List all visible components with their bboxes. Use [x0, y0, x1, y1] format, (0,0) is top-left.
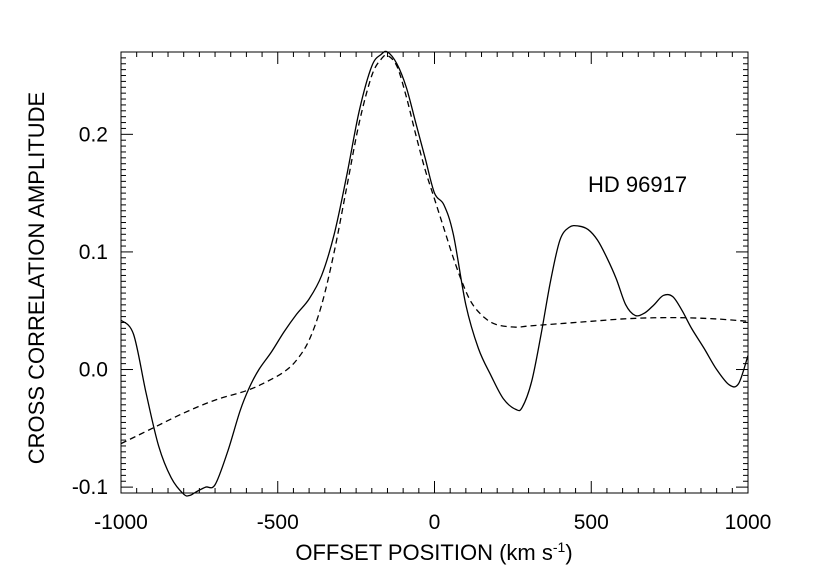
y-tick-label: 0.0	[79, 359, 108, 382]
axis-tick-labels: -1000 -500 0 500 1000 -0.1 0.0 0.1 0.2	[72, 123, 772, 534]
y-axis-title: CROSS CORRELATION AMPLITUDE	[24, 92, 49, 464]
x-tick-label: -1000	[94, 511, 148, 534]
y-tick-label: 0.1	[79, 241, 108, 264]
x-tick-label: 500	[574, 511, 609, 534]
annotation-label: HD 96917	[588, 172, 687, 197]
y-tick-label: -0.1	[72, 476, 108, 499]
series-layer	[120, 50, 749, 497]
plot-frame	[120, 51, 749, 494]
x-axis-title: OFFSET POSITION (km s-1)	[295, 539, 572, 565]
axis-ticks	[120, 51, 749, 494]
x-tick-label: 0	[429, 511, 441, 534]
x-tick-label: -500	[257, 511, 299, 534]
data-curve-solid	[120, 50, 749, 497]
fit-curve-dashed	[120, 54, 749, 445]
x-tick-label: 1000	[725, 511, 772, 534]
y-tick-label: 0.2	[79, 123, 108, 146]
